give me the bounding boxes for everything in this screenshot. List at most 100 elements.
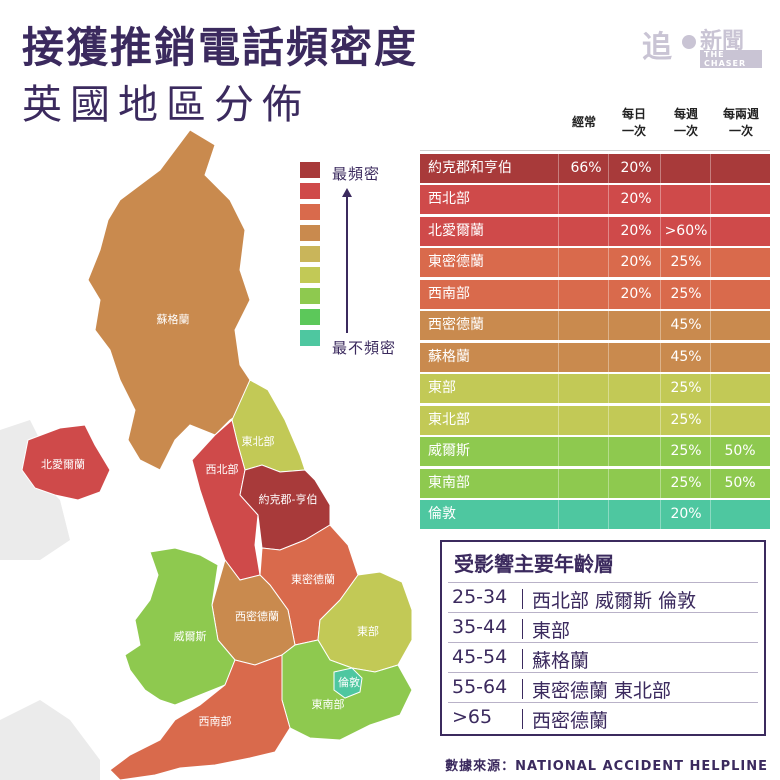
legend-swatch (300, 288, 320, 304)
weekly-cell: 20% (660, 500, 712, 529)
age-range: 45-54 (452, 646, 507, 668)
map-label-yorkshire: 約克郡-亨伯 (259, 492, 318, 506)
region-cell: 倫敦 (428, 500, 456, 529)
table-row: 東南部25%50% (420, 469, 770, 498)
often-cell (560, 248, 612, 277)
column-divider (660, 500, 661, 529)
column-divider (710, 248, 711, 277)
often-cell (560, 185, 612, 214)
column-divider (710, 343, 711, 372)
region-cell: 蘇格蘭 (428, 343, 470, 372)
often-cell (560, 217, 612, 246)
map-label-south-west: 西南部 (199, 714, 232, 728)
biweekly-cell (712, 248, 768, 277)
map-label-north-east: 東北部 (242, 434, 275, 448)
column-divider (608, 248, 609, 277)
column-divider (660, 154, 661, 183)
age-regions: 蘇格蘭 (532, 646, 589, 673)
column-divider (608, 374, 609, 403)
column-divider (558, 311, 559, 340)
column-divider (558, 217, 559, 246)
age-regions: 東部 (532, 616, 570, 643)
column-divider (608, 154, 609, 183)
region-cell: 北愛爾蘭 (428, 217, 484, 246)
column-divider (710, 437, 711, 466)
region-cell: 東北部 (428, 406, 470, 435)
column-divider (660, 248, 661, 277)
column-divider (608, 311, 609, 340)
column-divider (558, 500, 559, 529)
biweekly-cell (712, 280, 768, 309)
column-divider (710, 154, 711, 183)
age-range: >65 (452, 706, 492, 728)
biweekly-cell (712, 311, 768, 340)
biweekly-cell (712, 374, 768, 403)
daily-cell (610, 343, 662, 372)
column-divider (710, 280, 711, 309)
column-divider (710, 406, 711, 435)
often-cell (560, 500, 612, 529)
column-divider (608, 343, 609, 372)
often-cell (560, 469, 612, 498)
column-divider (558, 374, 559, 403)
map-label-london: 倫敦 (338, 675, 360, 689)
weekly-cell: >60% (660, 217, 712, 246)
table-row: 蘇格蘭 45% (420, 343, 770, 372)
column-divider (710, 469, 711, 498)
daily-cell: 20% (610, 217, 662, 246)
legend-least-frequent: 最不頻密 (332, 337, 396, 358)
column-divider (660, 343, 661, 372)
age-box-title: 受影響主要年齡層 (454, 548, 614, 577)
column-divider (660, 406, 661, 435)
age-separator (522, 619, 523, 639)
biweekly-cell (712, 500, 768, 529)
age-row: 55-64 東密德蘭 東北部 (448, 672, 758, 703)
biweekly-cell (712, 154, 768, 183)
daily-cell (610, 311, 662, 340)
column-divider (710, 217, 711, 246)
map-label-east: 東部 (357, 624, 379, 638)
legend-swatch (300, 246, 320, 262)
region-cell: 威爾斯 (428, 437, 470, 466)
map-label-scotland: 蘇格蘭 (157, 312, 190, 326)
biweekly-cell (712, 217, 768, 246)
weekly-cell: 45% (660, 343, 712, 372)
weekly-cell: 25% (660, 406, 712, 435)
region-cell: 東部 (428, 374, 456, 403)
often-cell: 66% (560, 154, 612, 183)
column-divider (558, 437, 559, 466)
age-regions: 東密德蘭 東北部 (532, 676, 671, 703)
column-divider (710, 185, 711, 214)
map-label-east-midlands: 東密德蘭 (291, 572, 335, 586)
legend-arrow-up-icon (340, 188, 354, 333)
weekly-cell: 25% (660, 469, 712, 498)
age-range: 55-64 (452, 676, 507, 698)
header-weekly: 每週 一次 (660, 106, 712, 140)
continent-landmass (0, 700, 100, 780)
often-cell (560, 343, 612, 372)
column-divider (558, 343, 559, 372)
age-group-box: 受影響主要年齡層 25-34西北部 威爾斯 倫敦35-44東部45-54蘇格蘭5… (440, 540, 766, 736)
daily-cell (610, 469, 662, 498)
age-range: 35-44 (452, 616, 507, 638)
age-row: >65 西密德蘭 (448, 702, 758, 733)
age-regions: 西密德蘭 (532, 706, 608, 733)
age-regions: 西北部 威爾斯 倫敦 (532, 586, 696, 613)
daily-cell (610, 500, 662, 529)
column-divider (660, 311, 661, 340)
map-label-west-midlands: 西密德蘭 (235, 609, 279, 623)
column-divider (608, 185, 609, 214)
weekly-cell: 25% (660, 374, 712, 403)
age-separator (522, 709, 523, 729)
column-divider (558, 406, 559, 435)
region-cell: 約克郡和亨伯 (428, 154, 512, 183)
table-row: 東密德蘭20%25% (420, 248, 770, 277)
column-divider (608, 437, 609, 466)
chaser-logo: 追 新聞 THE CHASER (642, 22, 762, 62)
often-cell (560, 406, 612, 435)
weekly-cell: 45% (660, 311, 712, 340)
map-label-northern-ireland: 北愛爾蘭 (41, 458, 85, 471)
legend-swatch (300, 330, 320, 346)
legend-most-frequent: 最頻密 (332, 163, 380, 184)
age-row: 45-54 蘇格蘭 (448, 642, 758, 673)
